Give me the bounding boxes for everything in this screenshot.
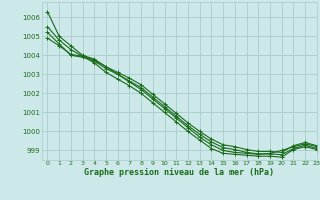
X-axis label: Graphe pression niveau de la mer (hPa): Graphe pression niveau de la mer (hPa) (84, 168, 274, 177)
